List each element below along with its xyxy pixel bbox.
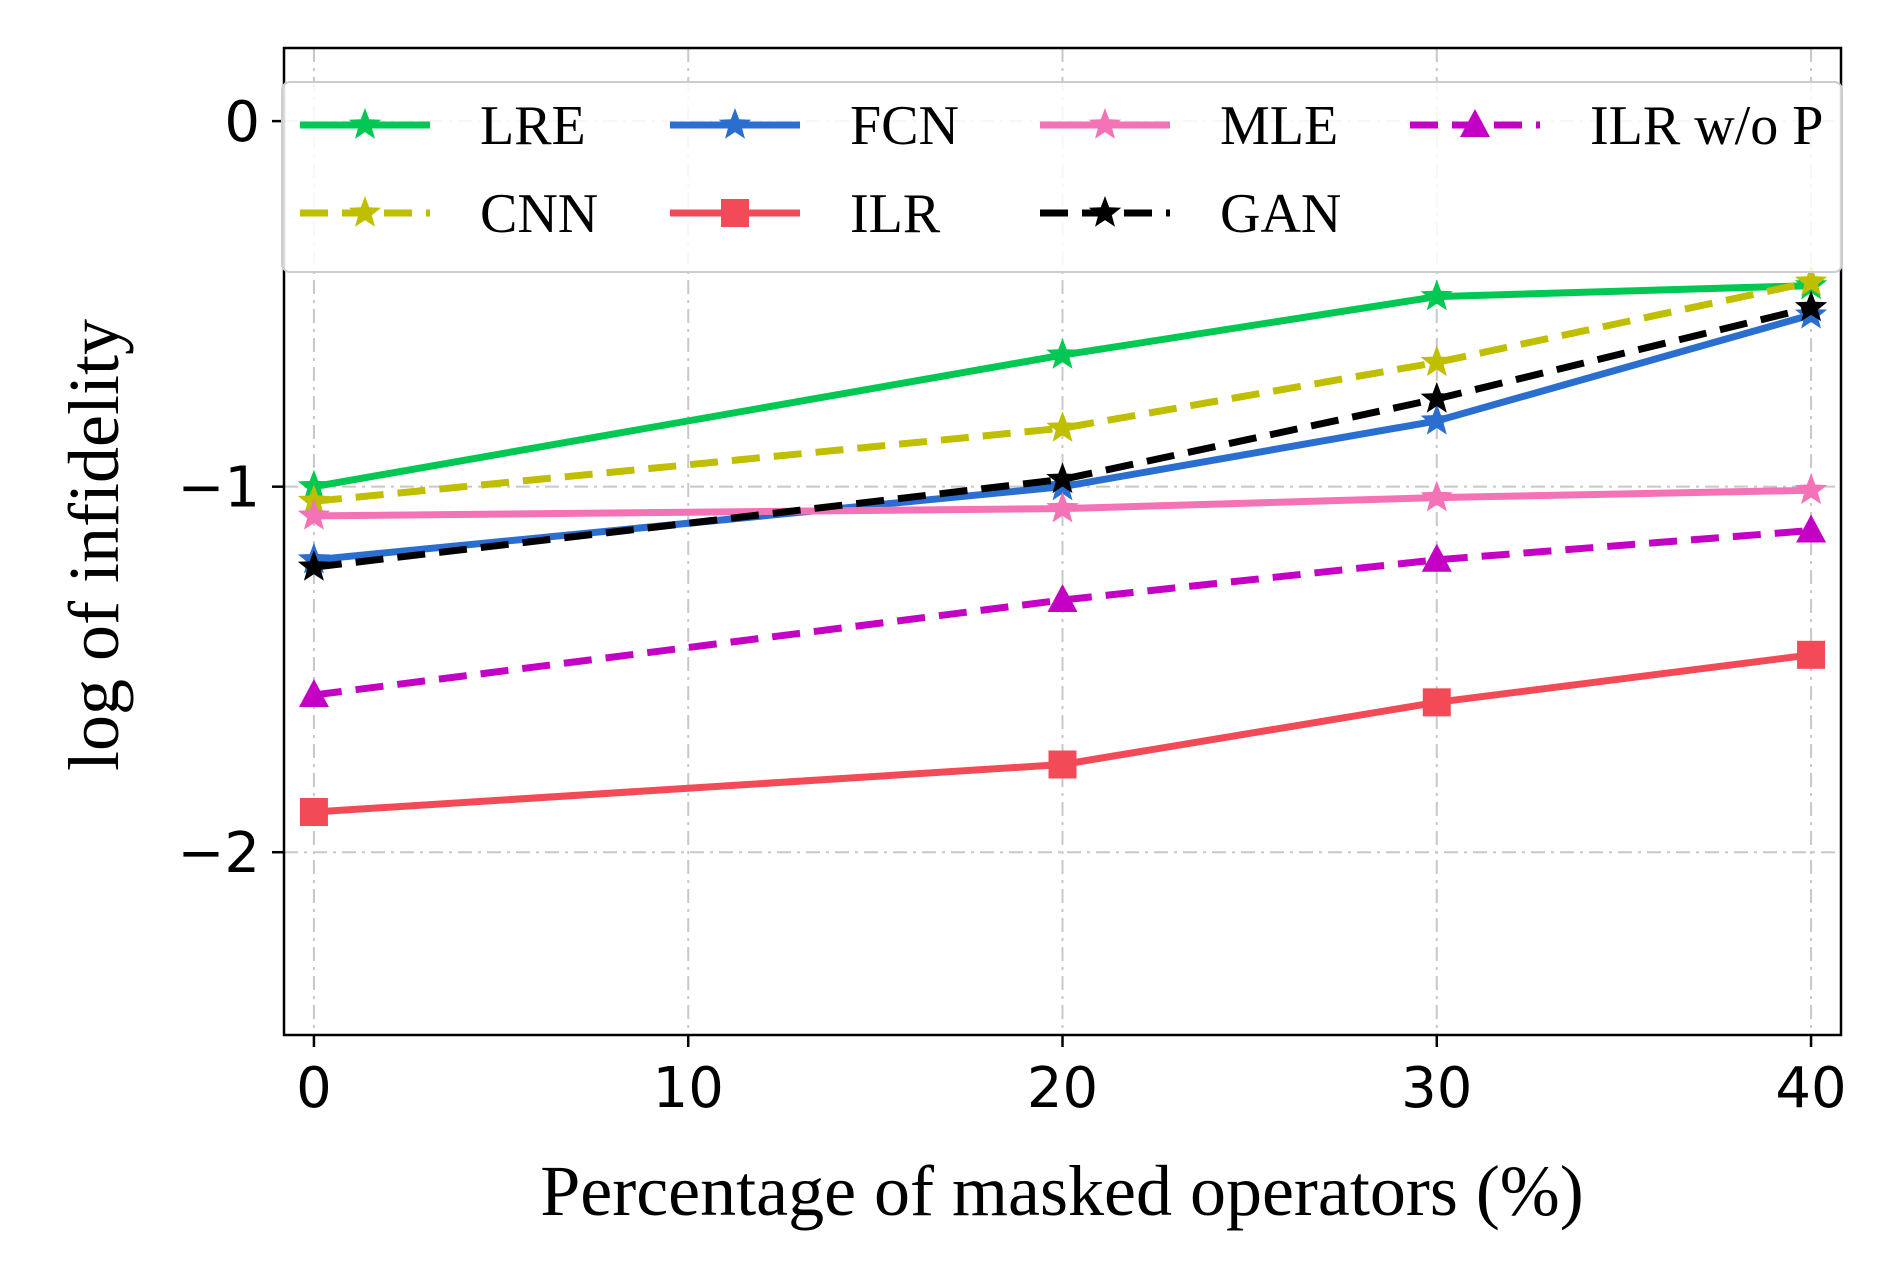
series-line-ilr [313, 651, 1812, 816]
legend-marker [1088, 196, 1122, 227]
x-tick-label: 10 [653, 1056, 724, 1121]
y-tick-label: −2 [177, 821, 260, 886]
legend-label: FCN [850, 95, 959, 157]
legend-label: GAN [1220, 183, 1341, 245]
x-tick-label: 40 [1775, 1056, 1846, 1121]
data-point-cnn [1420, 345, 1453, 377]
legend-marker [348, 108, 382, 139]
data-point-ilr [1048, 750, 1077, 779]
x-tick-label: 30 [1401, 1056, 1472, 1121]
data-point-mle [1420, 480, 1453, 512]
data-point-gan [297, 550, 331, 581]
legend: LRE CNN FCN ILR MLE GAN ILR w/o P [281, 81, 1843, 273]
series-line-fcn [313, 311, 1813, 564]
legend-marker [348, 196, 382, 227]
legend-label: ILR [850, 183, 941, 245]
legend-marker [721, 199, 749, 227]
legend-marker [718, 108, 752, 139]
series-line-mle [313, 486, 1812, 520]
legend-marker [1460, 109, 1490, 137]
legend-item-mle: MLE [1040, 95, 1338, 157]
data-point-lre [1420, 279, 1453, 311]
series-gan [297, 290, 1828, 581]
legend-label: LRE [480, 95, 586, 157]
legend-item-gan: GAN [1040, 183, 1341, 245]
data-point-mle [1046, 491, 1079, 523]
data-point-lre [1046, 338, 1079, 369]
series-line-gan [313, 304, 1812, 571]
legend-box [281, 81, 1843, 273]
data-point-ilr-w-o-p [298, 679, 329, 708]
data-point-gan [1046, 462, 1079, 494]
data-point-mle [297, 498, 331, 530]
series-line-lre [313, 282, 1812, 491]
y-axis-title: log of infidelity [54, 319, 134, 771]
legend-label: MLE [1220, 95, 1338, 157]
axis-ticks: 0 10 20 30 40 0 −1 −2 [177, 90, 1846, 1121]
data-point-ilr [1797, 640, 1826, 669]
data-point-cnn [1046, 411, 1079, 442]
data-point-gan [1794, 290, 1828, 322]
data-point-cnn [1794, 265, 1828, 296]
series-ilr [299, 640, 1826, 827]
series-line-ilr-w-o-p [313, 527, 1812, 699]
data-point-gan [1420, 381, 1453, 413]
legend-label: ILR w/o P [1590, 95, 1823, 157]
data-point-mle [1794, 473, 1828, 505]
data-point-ilr [1422, 688, 1451, 717]
series-mle [297, 473, 1828, 530]
data-point-ilr-w-o-p [1796, 514, 1827, 543]
legend-marker [1088, 108, 1122, 139]
data-point-ilr-w-o-p [1047, 583, 1078, 612]
legend-label: CNN [480, 183, 598, 245]
x-tick-label: 20 [1027, 1056, 1098, 1121]
series-lines [297, 265, 1828, 827]
y-tick-label: 0 [224, 90, 260, 155]
data-point-ilr [299, 798, 328, 827]
data-point-ilr-w-o-p [1421, 543, 1452, 572]
x-tick-label: 0 [296, 1056, 332, 1121]
y-tick-label: −1 [177, 456, 260, 521]
x-axis-title: Percentage of masked operators (%) [540, 1151, 1584, 1231]
series-line-cnn [313, 278, 1812, 505]
legend-item-cnn: CNN [300, 183, 598, 245]
legend-item-ilr: ILR [670, 183, 941, 245]
legend-item-lre: LRE [300, 95, 586, 157]
data-point-fcn [1420, 403, 1453, 435]
series-ilr-w-o-p [298, 514, 1827, 708]
legend-item-ilr-w-o-p: ILR w/o P [1410, 95, 1823, 157]
legend-item-fcn: FCN [670, 95, 959, 157]
